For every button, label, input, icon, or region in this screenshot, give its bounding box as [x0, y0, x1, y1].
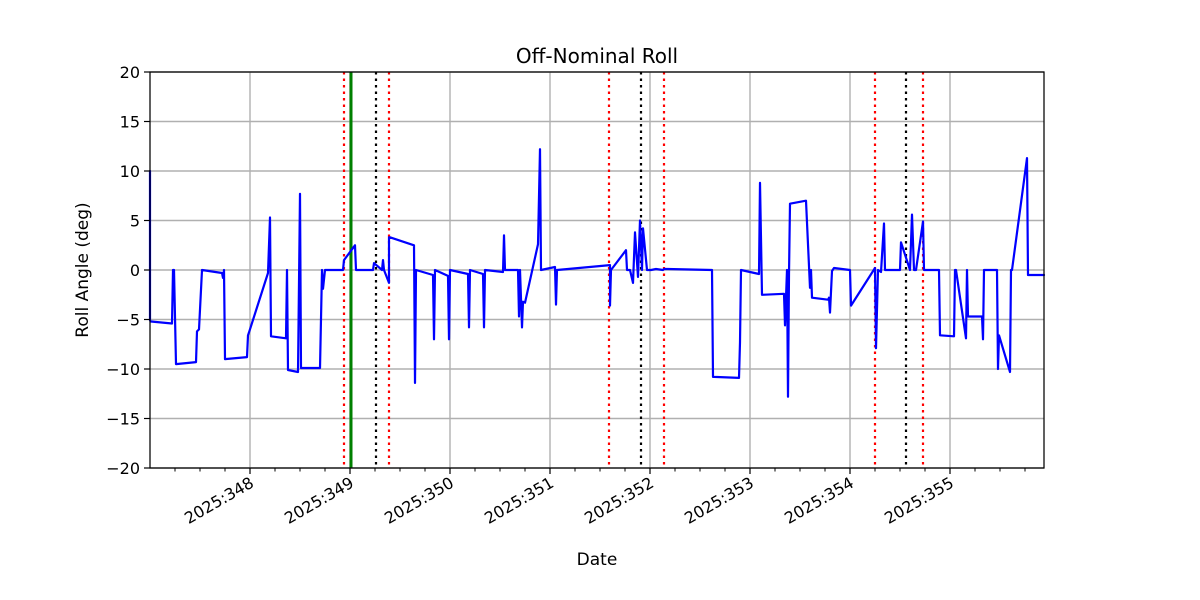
x-axis-label: Date: [577, 550, 618, 570]
x-tick-label: 2025:350: [381, 473, 457, 528]
y-tick-label: −20: [106, 459, 140, 478]
event-markers: [342, 72, 925, 468]
y-tick-label: −15: [106, 410, 140, 429]
series-layer: [148, 148, 1046, 398]
y-tick-label: 10: [120, 162, 140, 181]
y-tick-label: −10: [106, 360, 140, 379]
y-tick-label: 5: [130, 212, 140, 231]
x-tick-label: 2025:354: [781, 473, 857, 528]
chart-title: Off-Nominal Roll: [516, 44, 678, 68]
x-tick-label: 2025:352: [581, 473, 657, 528]
y-tick-label: 20: [120, 63, 140, 82]
x-tick-label: 2025:355: [881, 473, 957, 528]
y-tick-label: 0: [130, 261, 140, 280]
y-axis-label: Roll Angle (deg): [73, 202, 93, 337]
x-tick-label: 2025:349: [281, 473, 357, 528]
axis-ticks: 2025:348 2025:349 2025:350 2025:351 2025:352…: [106, 63, 1026, 528]
x-tick-label: 2025:351: [481, 473, 557, 528]
roll-angle-line: [148, 148, 1046, 398]
x-tick-label: 2025:348: [181, 473, 257, 528]
x-tick-label: 2025:353: [681, 473, 757, 528]
y-tick-label: 15: [120, 113, 140, 132]
y-tick-label: −5: [116, 311, 140, 330]
